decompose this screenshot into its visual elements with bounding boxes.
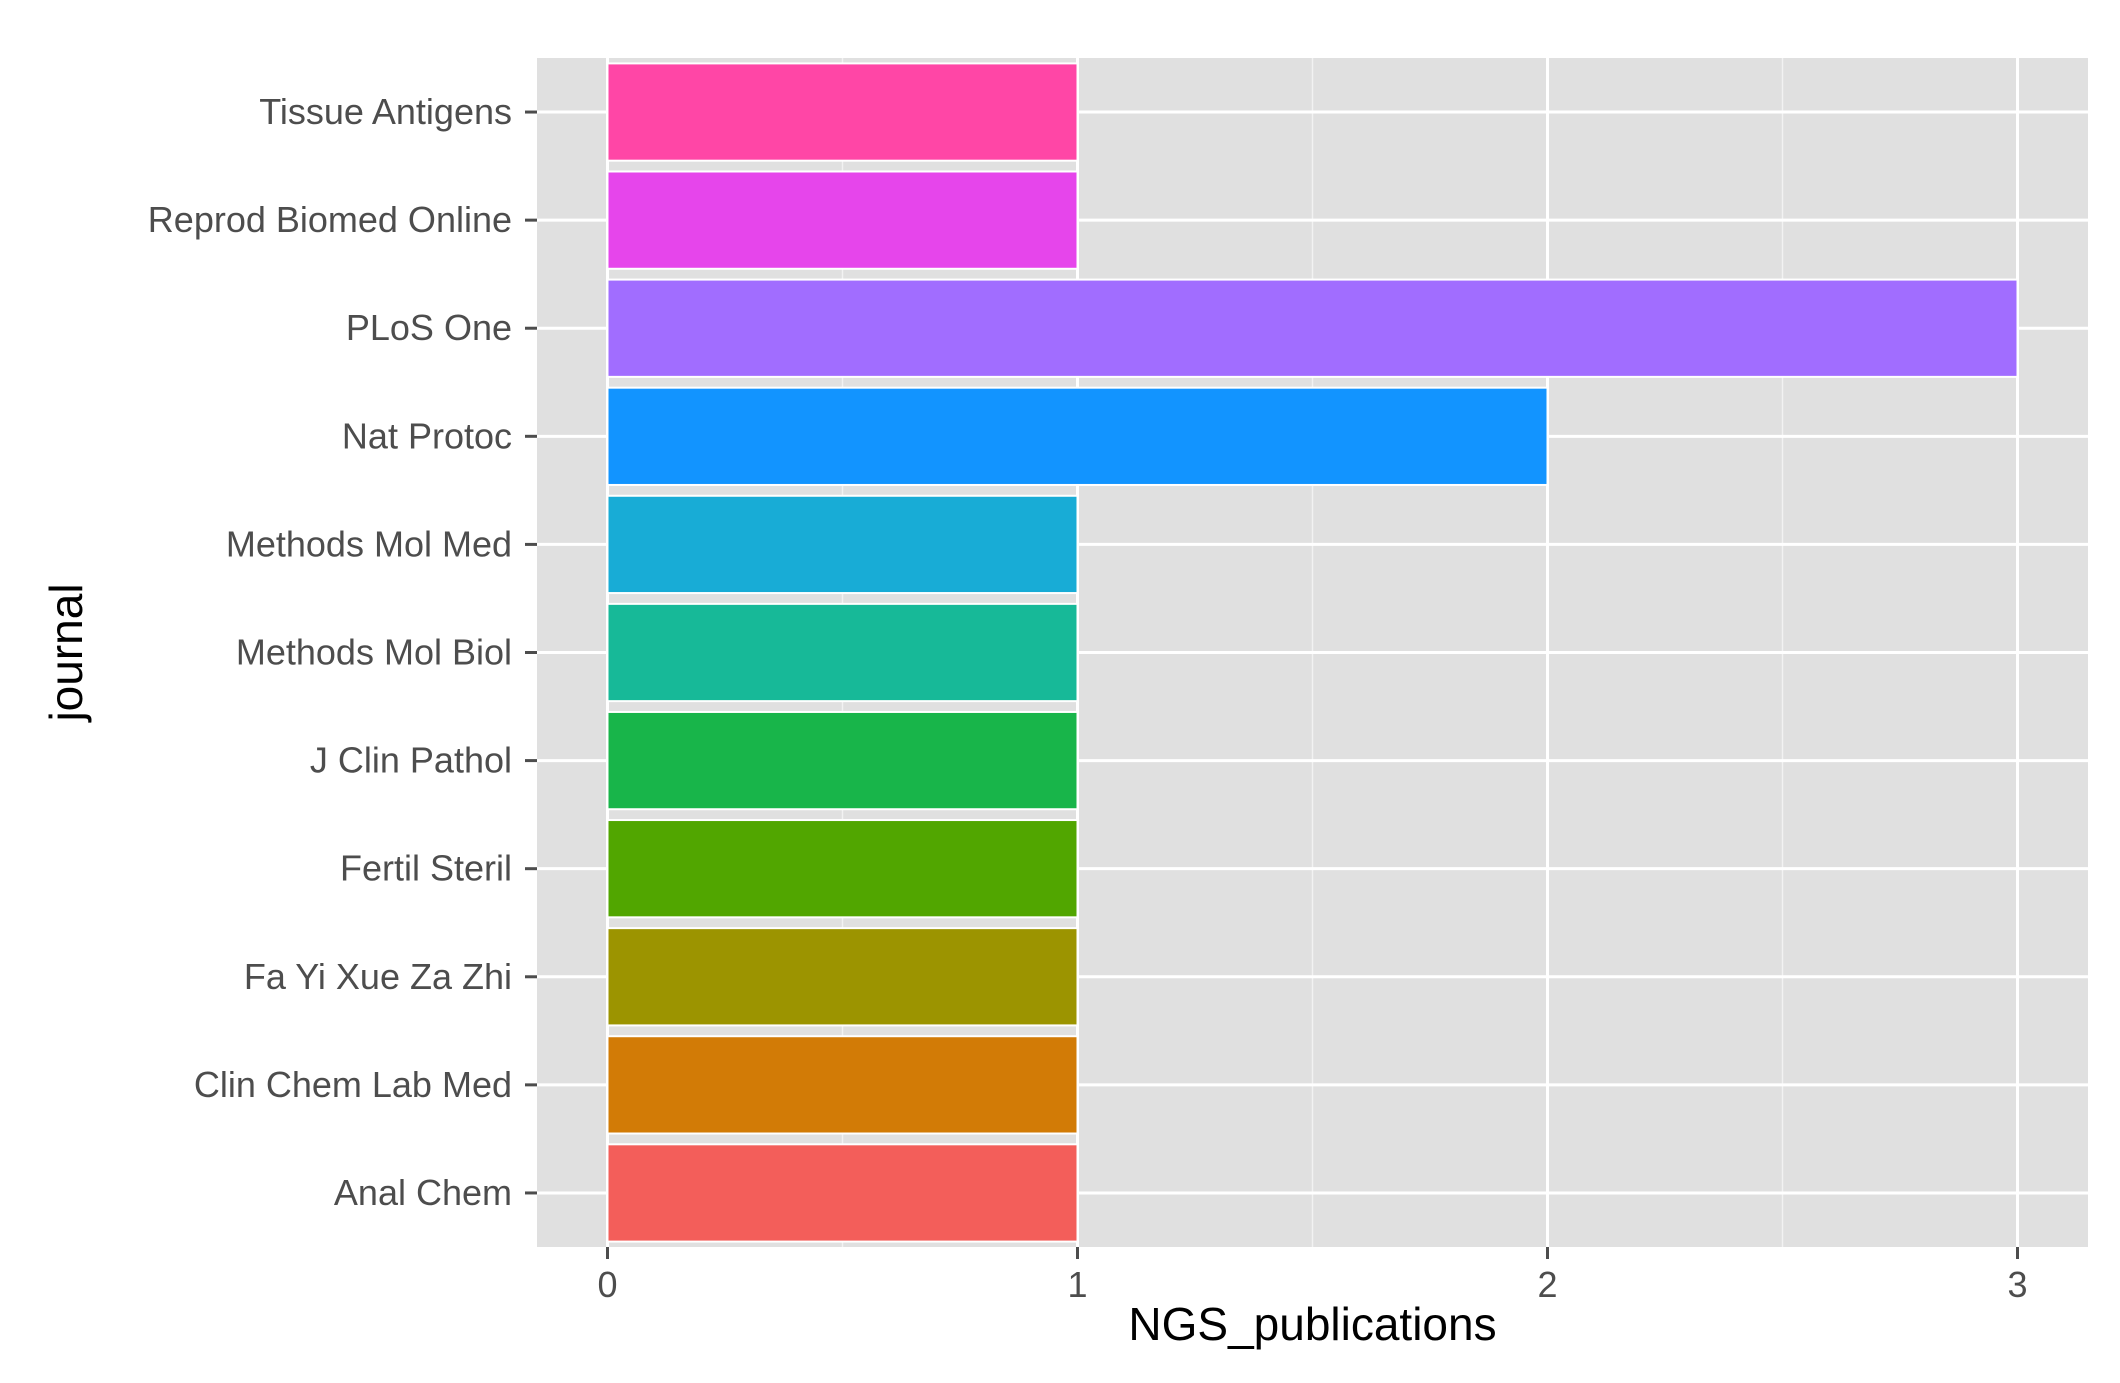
bar-fa-yi-xue-za-zhi [606,927,1079,1027]
y-tick-label: Fa Yi Xue Za Zhi [244,956,512,997]
x-axis: 0 1 2 3 [597,1247,2028,1305]
y-tick-label: J Clin Pathol [310,740,512,781]
y-tick-label: Reprod Biomed Online [148,199,512,240]
x-axis-title: NGS_publications [1128,1298,1496,1350]
y-tick-label: Nat Protoc [342,415,512,456]
x-tick-label: 2 [1537,1264,1557,1305]
bar-nat-protoc [606,386,1549,486]
bar-tissue-antigens [606,62,1079,162]
bar-clin-chem-lab-med [606,1035,1079,1135]
y-axis-title: journal [40,583,92,723]
x-tick-label: 0 [597,1264,617,1305]
x-tick-label: 3 [2007,1264,2027,1305]
y-tick-label: Anal Chem [334,1172,512,1213]
bar-methods-mol-biol [606,602,1079,703]
bar-methods-mol-med [606,494,1079,595]
y-tick-label: Methods Mol Med [226,523,512,564]
y-tick-label: Tissue Antigens [259,91,512,132]
y-tick-label: Fertil Steril [340,848,512,889]
y-tick-label: Methods Mol Biol [236,632,512,673]
bar-fertil-steril [606,819,1079,919]
bar-plos-one [606,278,2019,378]
bar-anal-chem [606,1143,1079,1243]
x-tick-label: 1 [1067,1264,1087,1305]
bars [606,62,2019,1243]
y-axis: Anal Chem Clin Chem Lab Med Fa Yi Xue Za Z… [148,91,537,1213]
bar-j-clin-pathol [606,710,1079,811]
y-tick-label: PLoS One [346,307,512,348]
bar-reprod-biomed-online [606,170,1079,270]
y-tick-label: Clin Chem Lab Med [194,1064,512,1105]
